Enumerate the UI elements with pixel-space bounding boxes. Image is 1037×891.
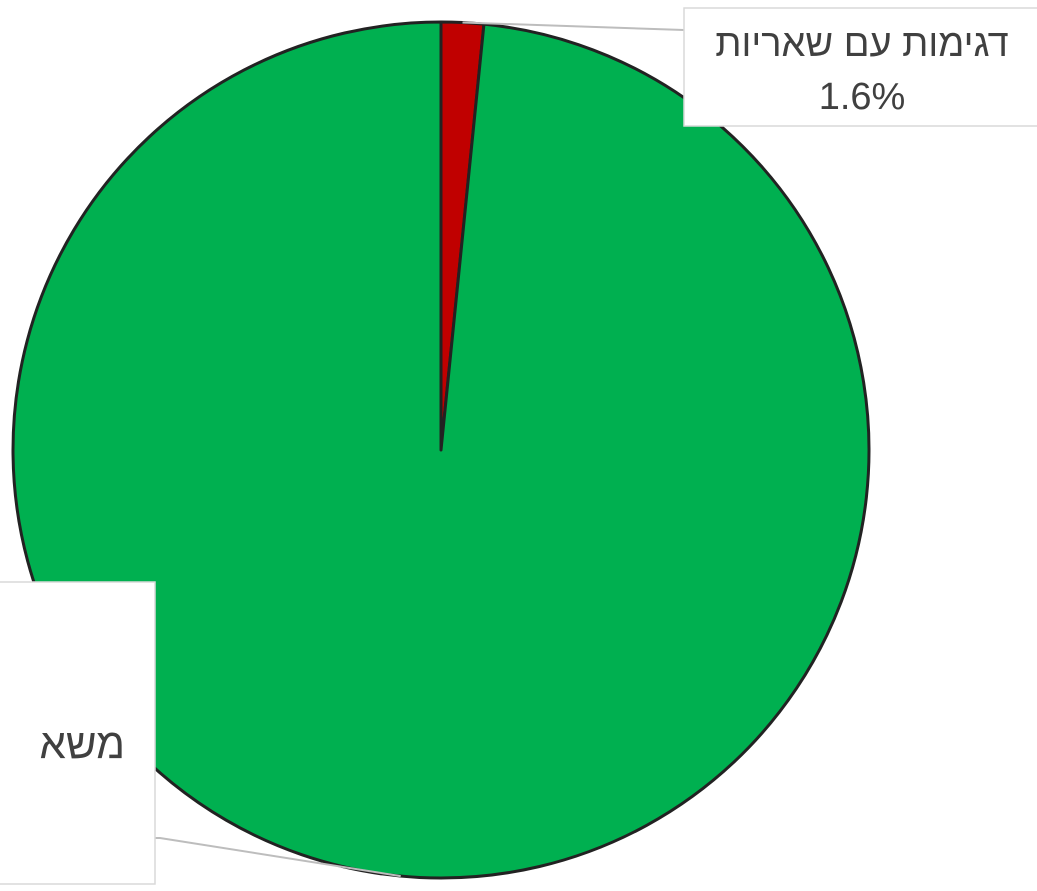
leader-line-layer — [155, 21, 685, 878]
data-label-residue: דגימות עם שאריות 1.6% — [683, 7, 1037, 127]
data-label-residue-box — [683, 7, 1037, 127]
data-label-residue-value: 1.6% — [819, 76, 906, 118]
pie-slice-2 — [11, 20, 871, 880]
data-label-main: משא — [0, 581, 156, 885]
data-label-main-name: משא — [40, 720, 125, 767]
slice-layer — [11, 20, 871, 880]
data-label-layer: דגימות עם שאריות 1.6% משא — [0, 7, 1037, 885]
leader-line-main — [155, 837, 401, 878]
leader-line-residue — [462, 21, 685, 31]
data-label-main-box — [0, 581, 156, 885]
data-label-residue-name: דגימות עם שאריות — [715, 23, 1008, 65]
